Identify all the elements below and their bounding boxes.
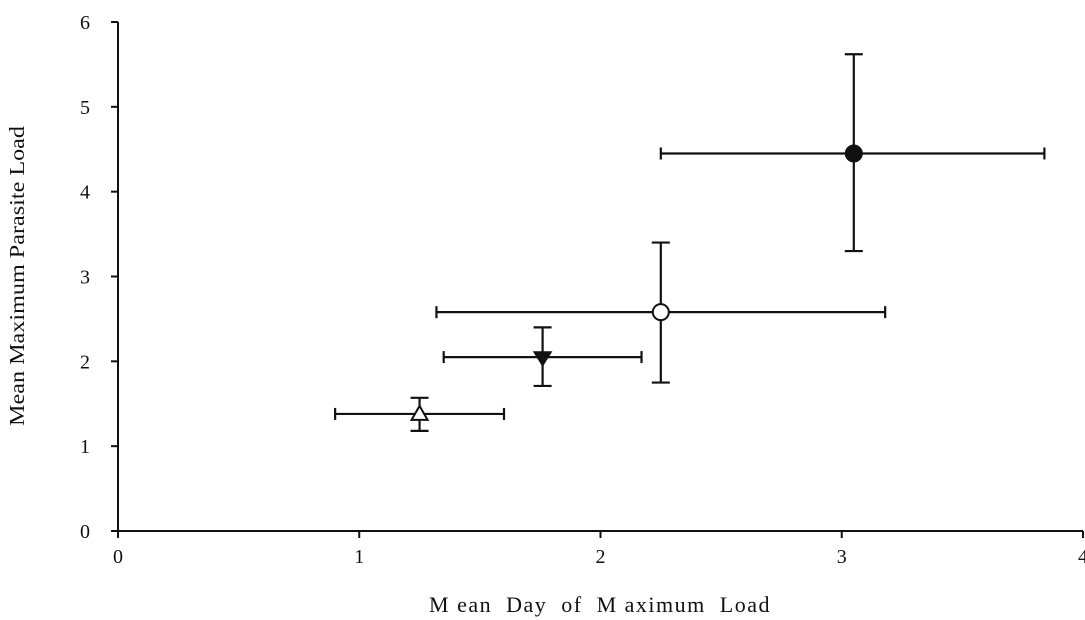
y-tick-label: 6 [80,12,90,34]
x-ticks: 0 1 2 3 4 [113,531,1085,568]
data-point-group [442,326,643,388]
y-tick-label: 4 [80,182,90,204]
marker-filled-triangle [532,351,553,367]
x-axis-label: M ean Day of M aximum Load [429,592,771,617]
data-point-group [334,396,506,432]
y-axis-label: Mean Maximum Parasite Load [5,125,29,426]
x-tick-label: 1 [354,546,364,568]
x-tick-label: 0 [113,546,123,568]
data-points [334,53,1046,432]
marker-open-circle [651,303,670,322]
y-tick-label: 3 [80,267,90,289]
axes [117,22,1083,532]
x-tick-label: 4 [1078,546,1085,568]
marker-filled-circle [844,144,863,163]
data-point-group [435,241,887,384]
x-tick-label: 3 [837,546,847,568]
x-tick-label: 2 [596,546,606,568]
marker-open-triangle [409,403,430,421]
y-tick-label: 2 [80,351,90,373]
y-tick-label: 1 [80,436,90,458]
y-tick-label: 0 [80,521,90,543]
y-ticks: 0 1 2 3 4 5 6 [80,12,118,543]
data-point-group [659,53,1046,253]
y-tick-label: 5 [80,97,90,119]
